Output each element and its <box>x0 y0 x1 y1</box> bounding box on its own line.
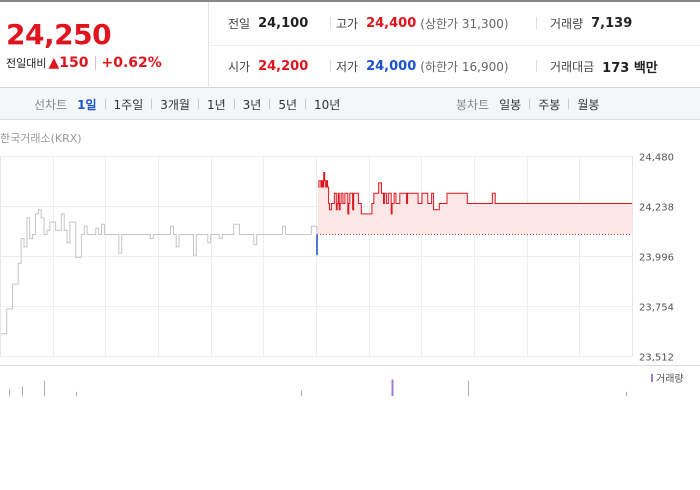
stat-sub: (상한가 31,300) <box>420 16 509 31</box>
stat-open: 시가 24,200 <box>228 56 308 76</box>
tab-divider <box>269 99 271 109</box>
stat-value: 24,100 <box>258 15 309 31</box>
stat-volume: 거래량 7,139 <box>550 13 632 33</box>
market-label: 한국거래소(KRX) <box>0 132 82 145</box>
stat-prev-close: 전일 24,100 <box>228 13 308 33</box>
volume-legend-label: 거래량 <box>656 373 684 385</box>
stat-label: 거래대금 <box>550 59 595 74</box>
y-tick-label: 23,512 <box>639 353 674 364</box>
today-area-fill <box>317 172 632 256</box>
current-price-box: 24,250 전일대비 ▲ 150 +0.62% <box>0 2 209 88</box>
stat-value: 24,400 <box>366 15 417 31</box>
stat-high: 고가 24,400 (상한가 31,300) <box>336 13 509 33</box>
today-price-line <box>318 172 632 215</box>
line-chart-title: 선차트 <box>34 97 68 112</box>
tab-1year[interactable]: 1년 <box>206 97 226 112</box>
tab-divider <box>233 99 235 109</box>
stat-value: 24,000 <box>366 58 417 74</box>
top-border <box>0 0 700 2</box>
stat-label: 전일 <box>228 16 251 31</box>
tab-monthly-candle[interactable]: 월봉 <box>577 97 600 112</box>
y-tick-label: 24,238 <box>639 203 674 214</box>
stats-grid: 전일 24,100 고가 24,400 (상한가 31,300) 거래량 7,1… <box>210 2 700 88</box>
up-arrow-icon: ▲ <box>48 55 60 71</box>
volume-legend-swatch <box>651 374 653 382</box>
chart-period-tabbar: 선차트 1일 1주일 3개월 1년 3년 5년 10년 봉차트 일봉 주봉 월봉 <box>0 88 700 120</box>
stat-value: 173 백만 <box>602 60 658 76</box>
change-label: 전일대비 <box>6 57 47 70</box>
tab-3year[interactable]: 3년 <box>242 97 262 112</box>
stat-divider <box>330 17 331 29</box>
y-tick-label: 24,480 <box>639 153 674 164</box>
stat-sub: (하한가 16,900) <box>420 59 509 74</box>
y-tick-label: 23,996 <box>639 253 674 264</box>
tab-divider <box>197 99 199 109</box>
intraday-price-chart: 24,480 24,238 23,996 23,754 23,512 거래량 <box>0 153 700 396</box>
stat-label: 고가 <box>336 16 359 31</box>
candle-chart-tabs: 봉차트 일봉 주봉 월봉 <box>456 88 599 120</box>
change-row: 전일대비 ▲ 150 +0.62% <box>6 54 162 72</box>
price-summary: 24,250 전일대비 ▲ 150 +0.62% 전일 24,100 고가 24… <box>0 2 700 88</box>
stat-label: 거래량 <box>550 16 584 31</box>
tab-weekly-candle[interactable]: 주봉 <box>538 97 561 112</box>
change-rate: +0.62% <box>101 55 162 71</box>
tab-3month[interactable]: 3개월 <box>160 97 190 112</box>
tab-divider <box>568 99 570 109</box>
tab-10year[interactable]: 10년 <box>314 97 341 112</box>
current-price: 24,250 <box>6 18 112 51</box>
stat-label: 저가 <box>336 59 359 74</box>
stats-row-divider <box>210 45 700 46</box>
previous-session-line <box>1 209 318 335</box>
stat-value: 24,200 <box>258 58 309 74</box>
tab-1day[interactable]: 1일 <box>77 97 97 112</box>
stat-divider <box>330 60 331 72</box>
y-tick-label: 23,754 <box>639 303 674 314</box>
tab-1week[interactable]: 1주일 <box>113 97 144 112</box>
line-chart-tabs: 선차트 1일 1주일 3개월 1년 3년 5년 10년 <box>34 88 340 120</box>
tab-5year[interactable]: 5년 <box>278 97 298 112</box>
stat-divider <box>536 60 537 72</box>
tab-divider <box>151 99 153 109</box>
tab-divider <box>305 99 307 109</box>
candle-chart-title: 봉차트 <box>456 97 490 112</box>
change-amount: 150 <box>59 55 89 71</box>
stat-low: 저가 24,000 (하한가 16,900) <box>336 56 509 76</box>
tab-divider <box>529 99 531 109</box>
tab-divider <box>104 99 106 109</box>
change-divider <box>94 56 96 70</box>
stat-label: 시가 <box>228 59 251 74</box>
stat-divider <box>536 17 537 29</box>
stat-trade-value: 거래대금 173 백만 <box>550 56 658 76</box>
tab-daily-candle[interactable]: 일봉 <box>499 97 522 112</box>
stat-value: 7,139 <box>591 15 633 31</box>
